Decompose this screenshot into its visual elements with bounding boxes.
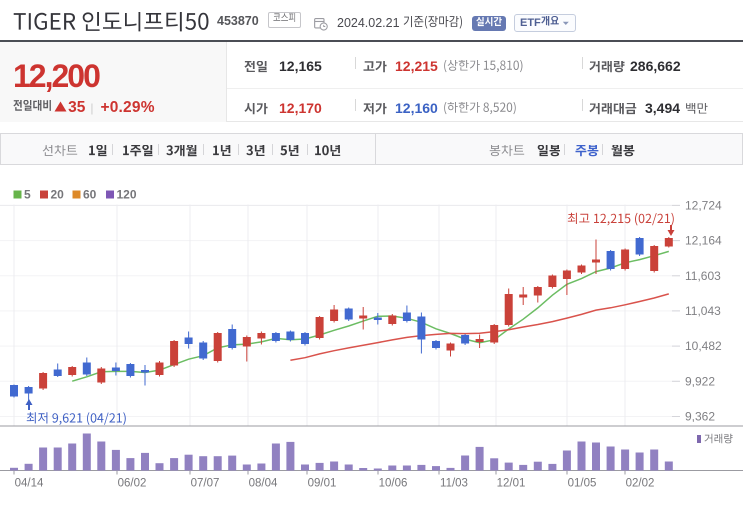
svg-text:06/02: 06/02	[118, 478, 147, 490]
svg-text:11,043: 11,043	[685, 304, 721, 318]
svg-text:120: 120	[117, 188, 137, 202]
svg-text:10/06: 10/06	[379, 478, 408, 490]
svg-text:08/04: 08/04	[249, 478, 278, 490]
svg-text:5: 5	[24, 188, 31, 202]
svg-text:11/03: 11/03	[440, 478, 468, 490]
svg-text:9,362: 9,362	[685, 410, 715, 424]
svg-text:12,164: 12,164	[685, 234, 722, 248]
svg-text:60: 60	[83, 188, 97, 202]
svg-text:09/01: 09/01	[308, 478, 337, 490]
svg-text:02/02: 02/02	[626, 478, 655, 490]
svg-text:07/07: 07/07	[191, 478, 220, 490]
svg-text:11,603: 11,603	[685, 269, 721, 283]
svg-text:04/14: 04/14	[15, 478, 44, 490]
svg-text:01/05: 01/05	[568, 478, 597, 490]
svg-text:12/01: 12/01	[497, 478, 526, 490]
svg-text:20: 20	[51, 188, 65, 202]
svg-text:9,922: 9,922	[685, 374, 715, 388]
svg-text:10,482: 10,482	[685, 339, 722, 353]
svg-text:12,724: 12,724	[685, 198, 722, 212]
